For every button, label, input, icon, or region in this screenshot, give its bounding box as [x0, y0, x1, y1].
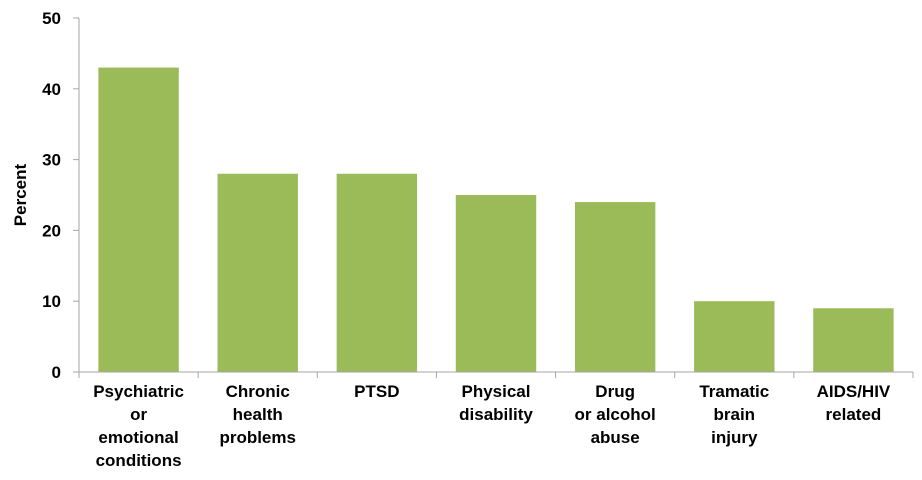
category-label: Drug or alcohol abuse	[575, 382, 656, 447]
bars	[98, 67, 894, 372]
y-axis-title-group: Percent	[11, 163, 30, 226]
bar	[813, 308, 894, 372]
category-label: Physical disability	[459, 382, 533, 424]
y-tick-label: 0	[52, 363, 61, 382]
category-label: PTSD	[354, 382, 399, 401]
y-tick-label: 50	[42, 9, 61, 28]
bar	[217, 173, 298, 372]
y-tick-label: 20	[42, 221, 61, 240]
category-labels: Psychiatric or emotional conditions Chronic h…	[93, 382, 891, 470]
y-axis-title: Percent	[11, 163, 30, 226]
bar	[336, 173, 418, 372]
x-tick-marks	[78, 372, 914, 378]
y-tick-labels: 0 10 20 30 40 50	[42, 9, 79, 382]
category-label: Psychiatric or emotional conditions	[93, 382, 184, 470]
y-tick-label: 40	[42, 80, 61, 99]
bar	[98, 67, 179, 372]
bar	[455, 195, 537, 372]
bar	[694, 301, 775, 372]
y-tick-label: 30	[42, 151, 61, 170]
y-tick-label: 10	[42, 292, 61, 311]
category-label: Chronic health problems	[219, 382, 296, 447]
bar	[574, 202, 656, 372]
category-label: AIDS/HIV related	[817, 382, 891, 424]
category-label: Tramatic brain injury	[699, 382, 769, 447]
